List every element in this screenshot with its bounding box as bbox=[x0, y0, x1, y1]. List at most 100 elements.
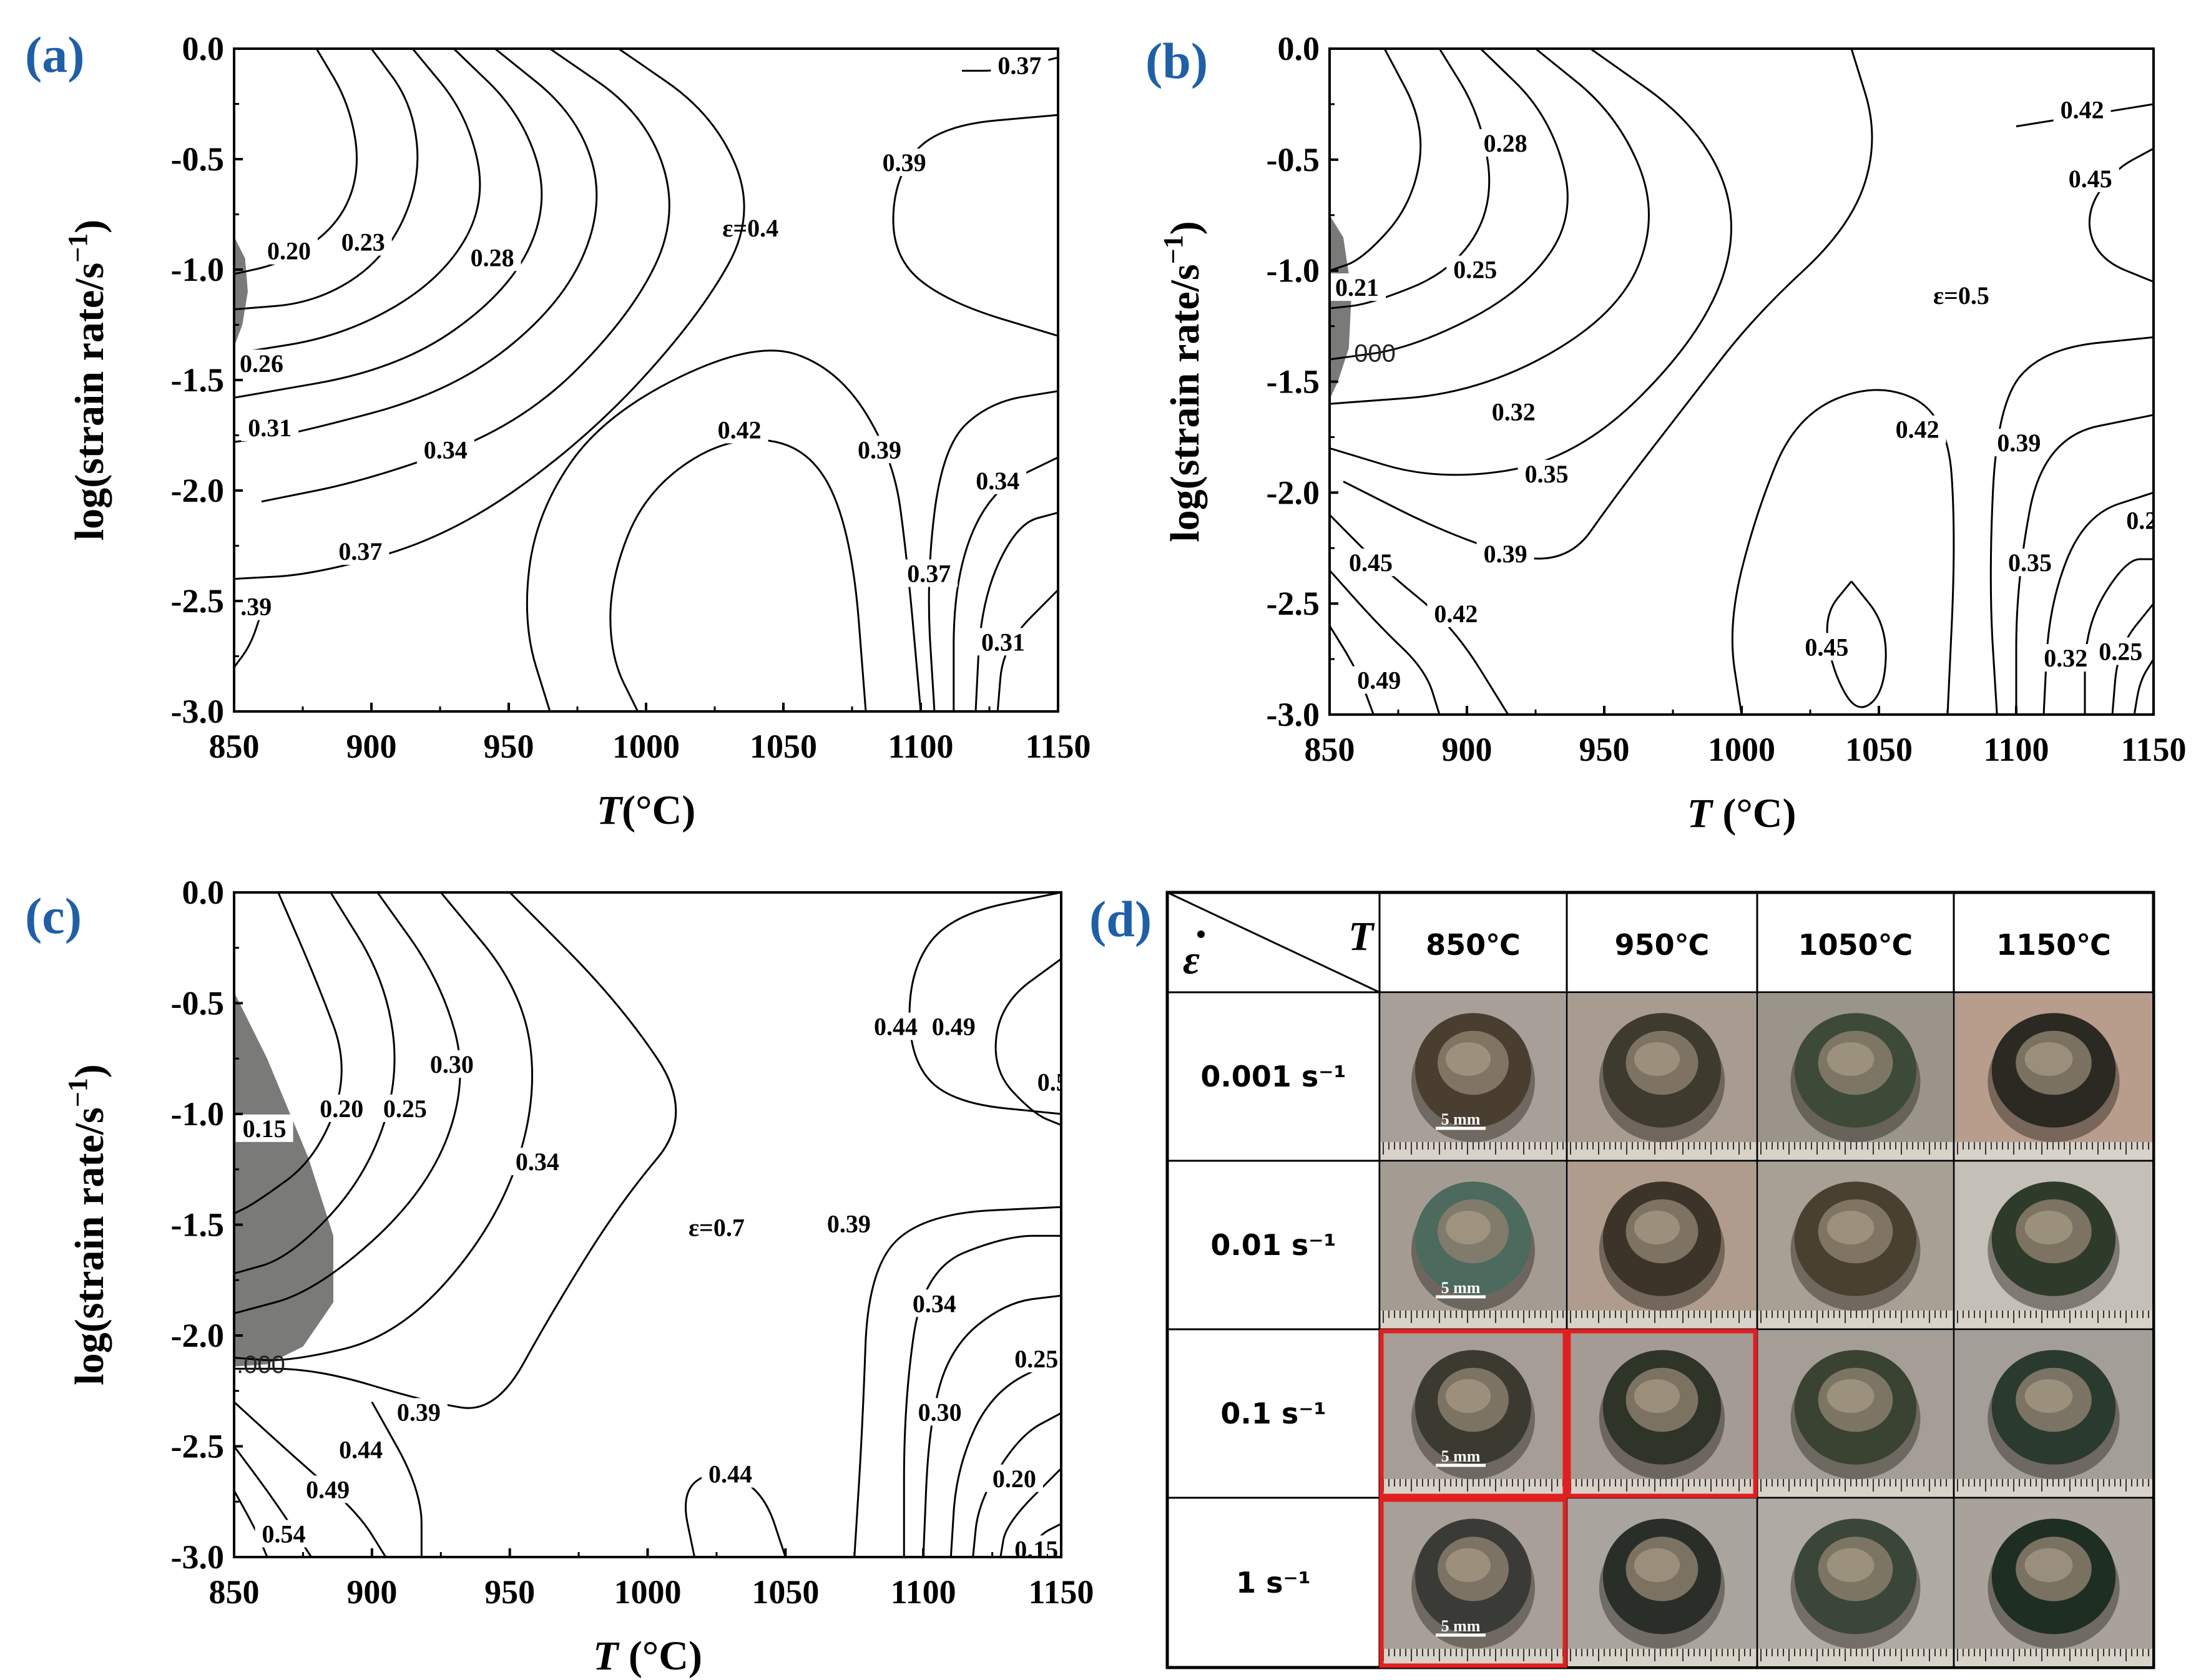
panel-label: (a) bbox=[25, 26, 85, 83]
contour-label-faint: 000 bbox=[1354, 339, 1396, 367]
column-header: 1050℃ bbox=[1798, 928, 1913, 962]
scale-bar: 5 mm bbox=[1436, 1110, 1486, 1130]
contour-line bbox=[1731, 389, 1955, 715]
y-tick-label: -2.5 bbox=[1267, 585, 1320, 622]
contour-label: 0.30 bbox=[430, 1050, 474, 1078]
x-axis-label: T (°C) bbox=[593, 1633, 702, 1679]
contour-label-bg bbox=[1446, 255, 1504, 283]
contour-label-bg bbox=[1342, 549, 1399, 577]
y-tick-label: -2.0 bbox=[1267, 474, 1320, 511]
x-tick-label: 1050 bbox=[750, 728, 817, 765]
contour-label-bg bbox=[911, 1398, 969, 1426]
sample-photo bbox=[1568, 1162, 1756, 1328]
ruler-strip bbox=[1758, 1311, 1953, 1328]
contour-label-bg bbox=[2001, 549, 2059, 577]
row-header: 1 s⁻¹ bbox=[1236, 1566, 1311, 1599]
shaded-instability-region bbox=[234, 236, 248, 347]
contour-label-bg bbox=[376, 1094, 434, 1122]
panel-d: (d) ε T 850℃ 950℃ 1050℃ 1150℃ 0.001 s⁻¹ 0.01 s⁻¹… bbox=[1089, 891, 2155, 1669]
contour-label-bg bbox=[1888, 415, 1946, 443]
contour-line bbox=[609, 439, 867, 711]
strain-annotation: ε=0.4 bbox=[722, 214, 778, 242]
contour-label: 0.15 bbox=[243, 1115, 287, 1143]
contour-label-bg bbox=[332, 1435, 390, 1463]
contour-label-bg bbox=[1798, 633, 1856, 661]
x-tick-label: 1050 bbox=[752, 1573, 819, 1611]
y-tick-label: 0.0 bbox=[182, 874, 225, 911]
corner-temp-symbol: T bbox=[1348, 914, 1375, 959]
contour-label: 0.39 bbox=[1484, 540, 1527, 568]
contour-line bbox=[928, 390, 1058, 711]
x-tick-label: 1100 bbox=[1983, 731, 2049, 768]
contour-label-bg bbox=[710, 416, 768, 444]
ruler-strip bbox=[1758, 1479, 1953, 1497]
contour-line bbox=[892, 114, 1058, 337]
ruler-strip bbox=[1568, 1142, 1756, 1160]
strain-annotation: ε=0.5 bbox=[1933, 281, 1989, 310]
contour-line bbox=[1989, 336, 2154, 715]
contour-label: 0.44 bbox=[339, 1436, 383, 1464]
y-axis-label: log(strain rate/s−1) bbox=[62, 1064, 112, 1385]
contour-line bbox=[1330, 49, 1569, 361]
contour-line bbox=[2084, 558, 2154, 715]
y-tick-label: -3.0 bbox=[171, 693, 224, 730]
contour-label-bg bbox=[2061, 164, 2119, 192]
contour-label-bg bbox=[1350, 666, 1408, 694]
contour-line bbox=[684, 1473, 787, 1557]
contour-line bbox=[908, 892, 1061, 1115]
x-tick-label: 1050 bbox=[1845, 731, 1913, 768]
contour-label-bg bbox=[1476, 539, 1534, 567]
scale-bar: 5 mm bbox=[1436, 1447, 1486, 1467]
scale-bar-label: 5 mm bbox=[1441, 1447, 1481, 1465]
scale-bar-label: 5 mm bbox=[1441, 1110, 1481, 1128]
y-tick-label: -1.0 bbox=[1267, 252, 1320, 290]
column-header: 950℃ bbox=[1615, 928, 1710, 962]
x-tick-label: 1150 bbox=[2120, 731, 2186, 768]
sample-photo bbox=[1381, 994, 1566, 1160]
y-tick-label: -2.5 bbox=[171, 582, 224, 620]
contour-line bbox=[234, 49, 598, 443]
highlight-box bbox=[1566, 1329, 1758, 1498]
contour-label: 0.49 bbox=[932, 1013, 976, 1041]
column-header: 850℃ bbox=[1426, 928, 1521, 962]
x-tick-label: 1000 bbox=[614, 1573, 682, 1611]
x-tick-label: 900 bbox=[346, 1573, 397, 1611]
contour-label-bg bbox=[900, 559, 958, 587]
sample-photo bbox=[1955, 1331, 2152, 1497]
contour-label-bg bbox=[423, 1050, 481, 1078]
contour-label: 0.39 bbox=[397, 1398, 441, 1426]
contour-line bbox=[2133, 658, 2154, 715]
contour-label: 0.37 bbox=[907, 560, 951, 588]
highlight-box bbox=[1379, 1329, 1567, 1498]
contour-label-bg bbox=[1990, 429, 2048, 457]
contour-line bbox=[234, 49, 419, 311]
contour-label: 0.25 bbox=[1014, 1345, 1058, 1373]
contour-label: 0.39 bbox=[858, 436, 901, 464]
ruler-strip bbox=[1568, 1479, 1756, 1497]
panel-b: (b)0.420.450.280.210.250.320.350.390.450… bbox=[1145, 30, 2187, 836]
contour-label: 0.32 bbox=[2044, 644, 2087, 672]
contour-line bbox=[2042, 491, 2154, 715]
contour-label-bg bbox=[1517, 459, 1576, 487]
x-tick-label: 900 bbox=[346, 728, 397, 765]
contour-label-bg bbox=[234, 592, 278, 620]
contour-label: 0.37 bbox=[338, 537, 382, 565]
column-header: 1150℃ bbox=[1996, 928, 2111, 962]
contour-label: 0.28 bbox=[471, 243, 514, 271]
contour-line bbox=[371, 1401, 423, 1557]
x-tick-label: 900 bbox=[1442, 731, 1493, 768]
row-header: 0.1 s⁻¹ bbox=[1220, 1397, 1326, 1430]
contour-label-bg bbox=[1427, 599, 1485, 627]
contour-label-bg bbox=[851, 436, 908, 464]
contour-label: 0.26 bbox=[240, 349, 283, 378]
contour-label: 0.20 bbox=[320, 1095, 363, 1123]
panel-c: (c)0.44 0.490.50.300.20 0.250.150.340.390.… bbox=[25, 874, 1094, 1679]
contour-label-bg bbox=[390, 1398, 448, 1426]
sample-photo bbox=[1955, 994, 2152, 1160]
contour-label: 0.32 bbox=[1492, 398, 1536, 426]
contour-label-bg bbox=[313, 1094, 371, 1122]
contour-label: 0.42 bbox=[1434, 600, 1478, 628]
contour-label-bg bbox=[905, 1289, 963, 1317]
x-tick-label: 850 bbox=[209, 1573, 260, 1611]
y-tick-label: -2.0 bbox=[171, 1317, 224, 1354]
